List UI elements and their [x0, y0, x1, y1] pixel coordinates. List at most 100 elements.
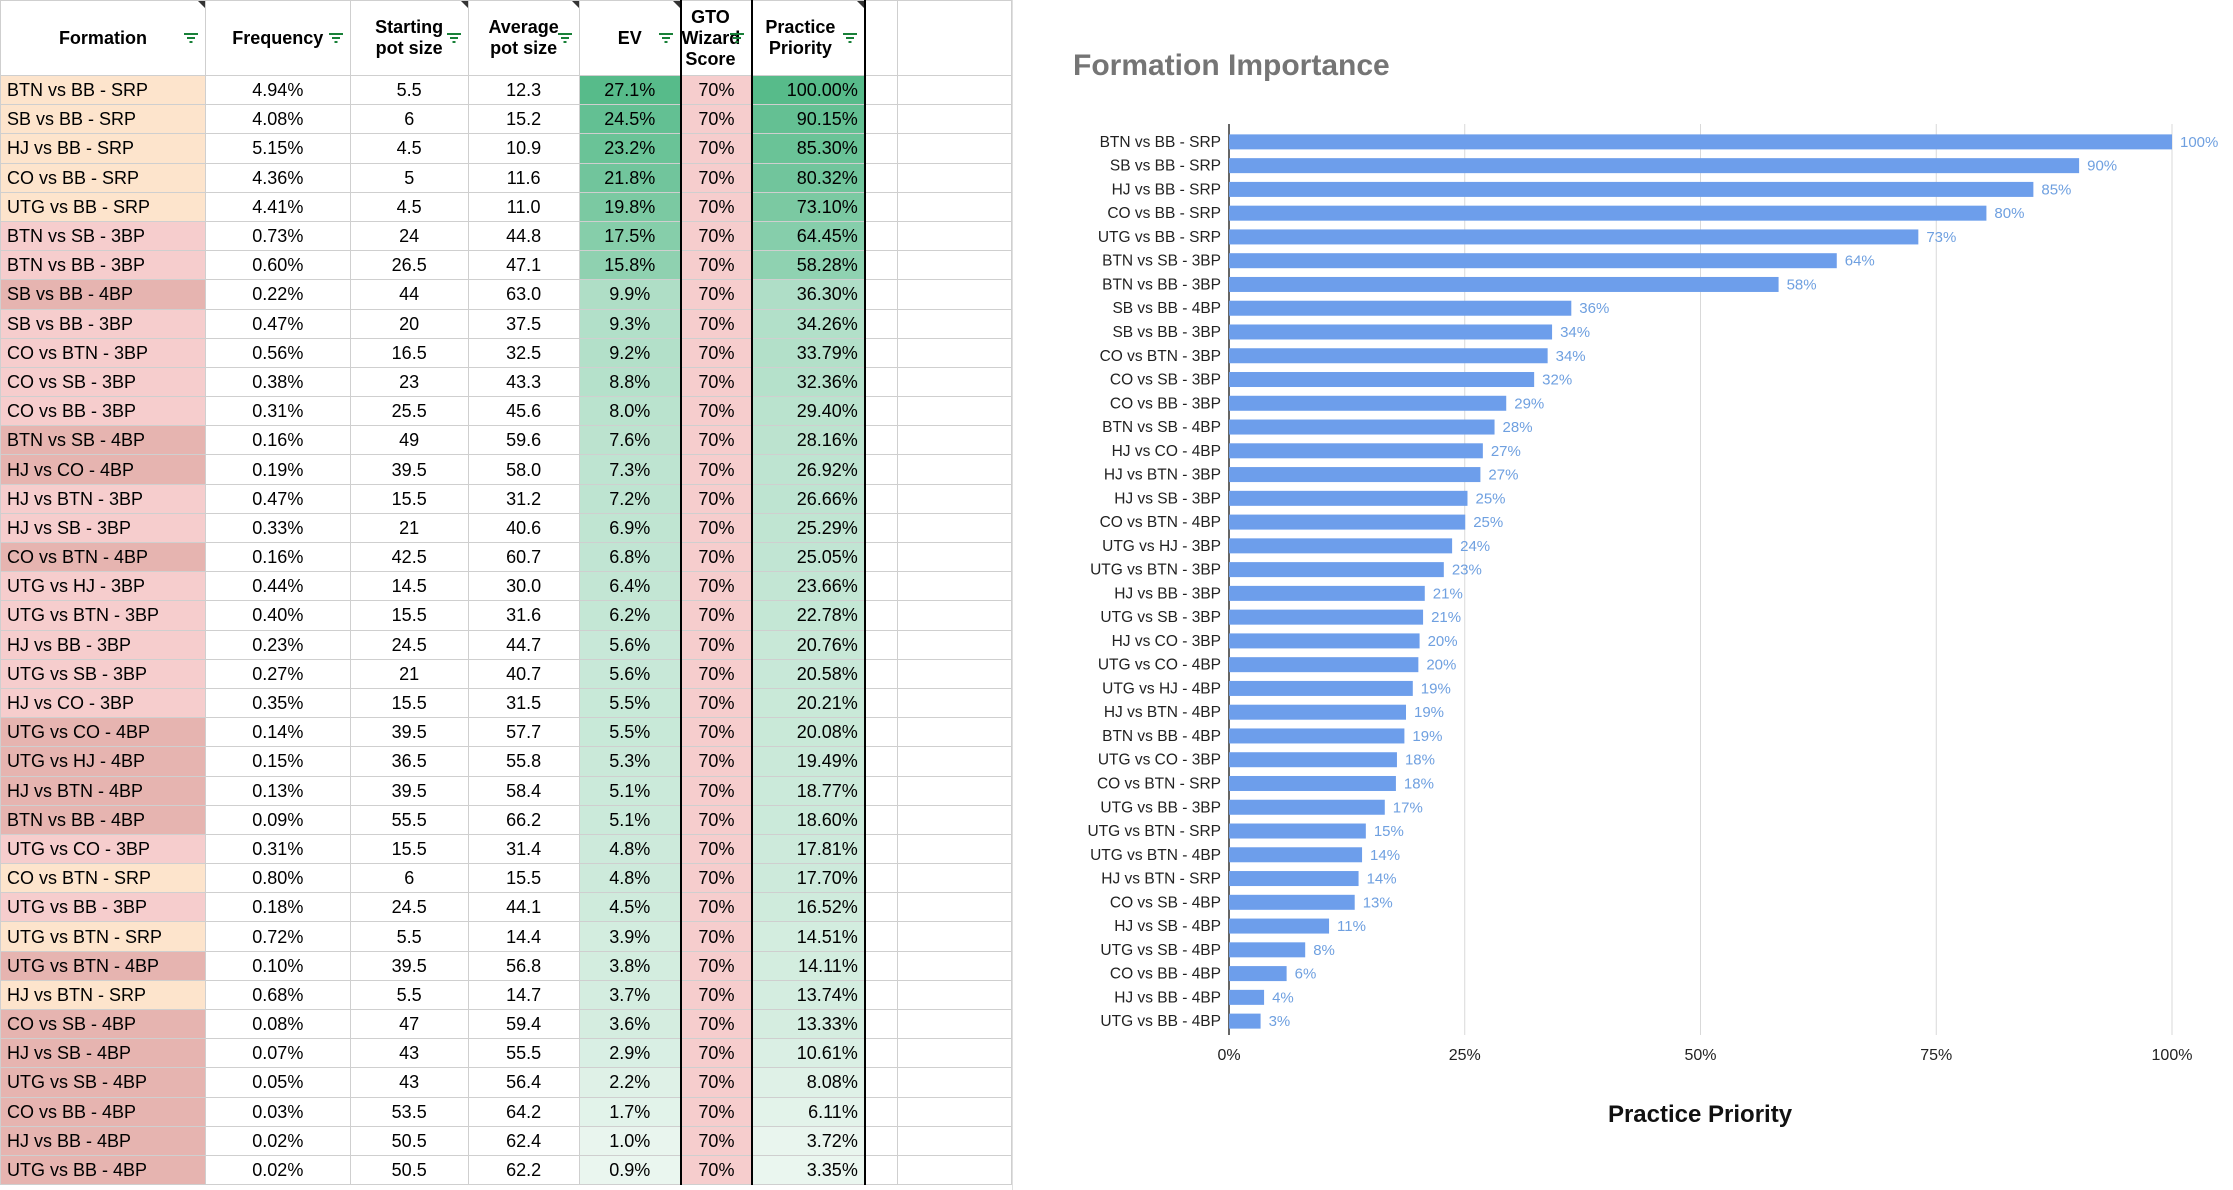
cell-starting-pot-size[interactable]: 55.5 — [349, 804, 469, 835]
cell-frequency[interactable]: 0.15% — [204, 746, 351, 777]
cell-formation[interactable]: UTG vs CO - 4BP — [0, 717, 206, 748]
cell-ev[interactable]: 7.2% — [578, 483, 682, 514]
cell-starting-pot-size[interactable]: 5.5 — [349, 979, 469, 1011]
cell-formation[interactable]: HJ vs BTN - 4BP — [0, 775, 206, 806]
empty-cell[interactable] — [864, 600, 899, 631]
cell-average-pot-size[interactable]: 14.4 — [467, 921, 580, 952]
cell-starting-pot-size[interactable]: 24.5 — [349, 629, 469, 660]
bar[interactable] — [1229, 276, 1779, 292]
cell-formation[interactable]: UTG vs BB - 4BP — [0, 1154, 206, 1186]
cell-gto-wizard-score[interactable]: 70% — [680, 863, 753, 894]
filter-icon[interactable] — [557, 31, 573, 45]
cell-gto-wizard-score[interactable]: 70% — [680, 746, 753, 777]
bar[interactable] — [1229, 871, 1359, 887]
empty-cell[interactable] — [864, 629, 899, 660]
bar[interactable] — [1229, 728, 1405, 744]
cell-average-pot-size[interactable]: 58.0 — [467, 454, 580, 485]
empty-cell[interactable] — [897, 892, 1012, 923]
cell-gto-wizard-score[interactable]: 70% — [680, 396, 753, 427]
cell-formation[interactable]: UTG vs BB - SRP — [0, 191, 206, 222]
cell-ev[interactable]: 4.8% — [578, 863, 682, 894]
cell-starting-pot-size[interactable]: 4.5 — [349, 191, 469, 222]
cell-gto-wizard-score[interactable]: 70% — [680, 541, 753, 573]
cell-ev[interactable]: 21.8% — [578, 162, 682, 193]
cell-gto-wizard-score[interactable]: 70% — [680, 717, 753, 748]
cell-average-pot-size[interactable]: 32.5 — [467, 337, 580, 368]
cell-starting-pot-size[interactable]: 15.5 — [349, 833, 469, 865]
cell-formation[interactable]: UTG vs SB - 4BP — [0, 1067, 206, 1098]
cell-practice-priority[interactable]: 22.78% — [751, 600, 866, 631]
cell-frequency[interactable]: 0.80% — [204, 863, 351, 894]
cell-gto-wizard-score[interactable]: 70% — [680, 250, 753, 281]
cell-ev[interactable]: 15.8% — [578, 250, 682, 281]
cell-practice-priority[interactable]: 28.16% — [751, 425, 866, 456]
cell-average-pot-size[interactable]: 55.8 — [467, 746, 580, 777]
empty-cell[interactable] — [897, 950, 1012, 981]
cell-practice-priority[interactable]: 64.45% — [751, 220, 866, 252]
cell-formation[interactable]: HJ vs CO - 4BP — [0, 454, 206, 485]
cell-starting-pot-size[interactable]: 5.5 — [349, 74, 469, 106]
bar[interactable] — [1229, 181, 2034, 197]
cell-practice-priority[interactable]: 18.77% — [751, 775, 866, 806]
empty-cell[interactable] — [864, 396, 899, 427]
cell-average-pot-size[interactable]: 44.8 — [467, 220, 580, 252]
cell-gto-wizard-score[interactable]: 70% — [680, 833, 753, 865]
cell-practice-priority[interactable]: 13.74% — [751, 979, 866, 1011]
empty-cell[interactable] — [897, 1008, 1012, 1040]
cell-average-pot-size[interactable]: 15.5 — [467, 863, 580, 894]
bar[interactable] — [1229, 657, 1419, 673]
cell-practice-priority[interactable]: 80.32% — [751, 162, 866, 193]
empty-cell[interactable] — [864, 337, 899, 368]
cell-practice-priority[interactable]: 17.70% — [751, 863, 866, 894]
cell-average-pot-size[interactable]: 66.2 — [467, 804, 580, 835]
empty-cell[interactable] — [897, 1125, 1012, 1156]
cell-average-pot-size[interactable]: 62.2 — [467, 1154, 580, 1186]
cell-frequency[interactable]: 0.23% — [204, 629, 351, 660]
empty-cell[interactable] — [864, 162, 899, 193]
cell-practice-priority[interactable]: 14.51% — [751, 921, 866, 952]
cell-frequency[interactable]: 0.47% — [204, 483, 351, 514]
cell-average-pot-size[interactable]: 40.6 — [467, 512, 580, 544]
empty-cell[interactable] — [897, 541, 1012, 573]
empty-cell[interactable] — [864, 1154, 899, 1186]
cell-gto-wizard-score[interactable]: 70% — [680, 1067, 753, 1098]
cell-gto-wizard-score[interactable]: 70% — [680, 950, 753, 981]
cell-gto-wizard-score[interactable]: 70% — [680, 1008, 753, 1040]
cell-frequency[interactable]: 0.07% — [204, 1038, 351, 1069]
cell-gto-wizard-score[interactable]: 70% — [680, 571, 753, 602]
cell-practice-priority[interactable]: 13.33% — [751, 1008, 866, 1040]
cell-average-pot-size[interactable]: 11.6 — [467, 162, 580, 193]
empty-cell[interactable] — [897, 1067, 1012, 1098]
cell-gto-wizard-score[interactable]: 70% — [680, 337, 753, 368]
empty-cell[interactable] — [864, 250, 899, 281]
cell-starting-pot-size[interactable]: 53.5 — [349, 1096, 469, 1127]
empty-cell[interactable] — [897, 396, 1012, 427]
cell-formation[interactable]: BTN vs SB - 3BP — [0, 220, 206, 252]
cell-practice-priority[interactable]: 100.00% — [751, 74, 866, 106]
cell-frequency[interactable]: 0.72% — [204, 921, 351, 952]
cell-gto-wizard-score[interactable]: 70% — [680, 1038, 753, 1069]
cell-practice-priority[interactable]: 90.15% — [751, 104, 866, 135]
cell-starting-pot-size[interactable]: 21 — [349, 658, 469, 689]
header-frequency[interactable]: Frequency — [204, 0, 351, 76]
cell-frequency[interactable]: 0.73% — [204, 220, 351, 252]
cell-frequency[interactable]: 4.36% — [204, 162, 351, 193]
cell-formation[interactable]: CO vs BTN - SRP — [0, 863, 206, 894]
bar[interactable] — [1229, 467, 1481, 483]
bar[interactable] — [1229, 918, 1330, 934]
cell-average-pot-size[interactable]: 56.4 — [467, 1067, 580, 1098]
bar[interactable] — [1229, 989, 1265, 1005]
bar[interactable] — [1229, 395, 1507, 411]
cell-gto-wizard-score[interactable]: 70% — [680, 308, 753, 339]
cell-practice-priority[interactable]: 85.30% — [751, 133, 866, 164]
bar[interactable] — [1229, 348, 1548, 364]
cell-starting-pot-size[interactable]: 5 — [349, 162, 469, 193]
cell-ev[interactable]: 17.5% — [578, 220, 682, 252]
bar[interactable] — [1229, 752, 1397, 768]
empty-cell[interactable] — [897, 74, 1012, 106]
cell-ev[interactable]: 23.2% — [578, 133, 682, 164]
filter-icon[interactable] — [658, 31, 674, 45]
cell-average-pot-size[interactable]: 15.2 — [467, 104, 580, 135]
empty-cell[interactable] — [864, 775, 899, 806]
cell-frequency[interactable]: 0.38% — [204, 366, 351, 398]
